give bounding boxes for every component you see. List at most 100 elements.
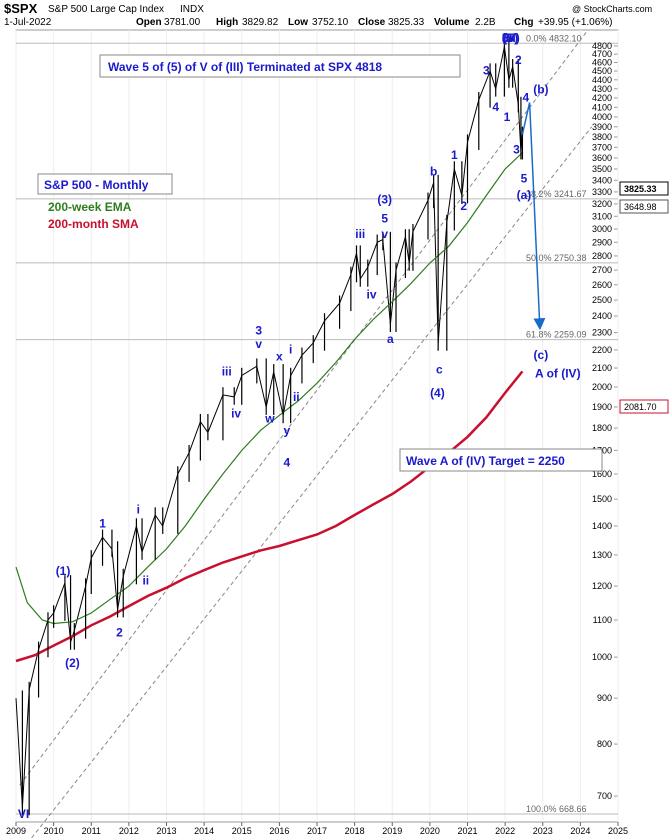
wave-label: 2 xyxy=(460,199,467,213)
y-tick-label: 2100 xyxy=(592,363,612,373)
wave-label: (c) xyxy=(534,348,549,362)
y-tick-label: 1600 xyxy=(592,469,612,479)
open-value: 3781.00 xyxy=(164,17,201,28)
exchange: INDX xyxy=(180,4,204,15)
svg-text:3825.33: 3825.33 xyxy=(624,184,657,194)
x-tick-label: 2016 xyxy=(269,826,289,836)
y-tick-label: 2300 xyxy=(592,328,612,338)
legend-sma: 200-month SMA xyxy=(48,217,139,231)
y-tick-label: 4400 xyxy=(592,75,612,85)
svg-text:2081.70: 2081.70 xyxy=(624,402,657,412)
fib-label: 50.0% 2750.38 xyxy=(526,253,587,263)
series-group xyxy=(15,39,524,816)
close-label: Close xyxy=(358,17,386,28)
volume-value: 2.2B xyxy=(475,17,496,28)
x-tick-label: 2011 xyxy=(82,826,101,836)
x-tick-label: 2018 xyxy=(345,826,365,836)
top-annotation-text: Wave 5 of (5) of V of (III) Terminated a… xyxy=(108,60,382,74)
ema-series-line xyxy=(15,152,523,625)
wave-label: (4) xyxy=(430,386,445,400)
x-tick-label: 2010 xyxy=(44,826,64,836)
wave-label: b xyxy=(430,165,437,179)
high-value: 3829.82 xyxy=(242,17,279,28)
y-tick-label: 2900 xyxy=(592,237,612,247)
fib-levels: 0.0% 4832.10 38.2% 3241.67 50.0% 2750.38 61… xyxy=(16,33,618,815)
x-axis: 2009 2010 2011 2012 2013 2014 2015 2016 2017 2018… xyxy=(6,822,628,836)
y-tick-label: 900 xyxy=(597,693,612,703)
svg-text:3648.98: 3648.98 xyxy=(624,202,657,212)
y-tick-label: 4500 xyxy=(592,66,612,76)
y-tick-label: 3700 xyxy=(592,142,612,152)
wave-label: iv xyxy=(231,406,241,420)
target-annotation-text: Wave A of (IV) Target = 2250 xyxy=(406,454,565,468)
fib-label: 38.2% 3241.67 xyxy=(526,189,587,199)
y-tick-label: 4700 xyxy=(592,49,612,59)
wave-label: (3) xyxy=(377,192,392,206)
y-tick-label: 3100 xyxy=(592,211,612,221)
wave-label: v xyxy=(381,227,388,241)
y-tick-label: 1900 xyxy=(592,402,612,412)
projection-path xyxy=(521,102,546,331)
price-tag-sma: 2081.70 xyxy=(619,399,669,414)
wave-label: 5 xyxy=(502,31,509,45)
projection-line xyxy=(521,102,546,331)
y-tick-label: 2200 xyxy=(592,345,612,355)
wave-label: 5 xyxy=(521,172,528,186)
low-label: Low xyxy=(288,17,308,28)
y-tick-label: 3900 xyxy=(592,122,612,132)
chg-label: Chg xyxy=(514,17,533,28)
x-tick-label: 2012 xyxy=(119,826,139,836)
y-tick-label: 3400 xyxy=(592,175,612,185)
wave-label: (2) xyxy=(65,656,80,670)
y-tick-label: 1300 xyxy=(592,550,612,560)
wave-label: A of (IV) xyxy=(535,366,581,380)
y-tick-label: 800 xyxy=(597,739,612,749)
wave-label: 4 xyxy=(284,456,291,470)
y-tick-label: 1500 xyxy=(592,494,612,504)
symbol: $SPX xyxy=(4,1,38,16)
wave-label: x xyxy=(276,350,283,364)
wave-label: 1 xyxy=(504,110,511,124)
open-label: Open xyxy=(136,17,162,28)
y-tick-label: 1000 xyxy=(592,652,612,662)
y-tick-label: 4600 xyxy=(592,57,612,67)
x-tick-label: 2022 xyxy=(495,826,515,836)
y-tick-label: 3500 xyxy=(592,164,612,174)
y-tick-label: 2500 xyxy=(592,295,612,305)
wave-label: (5) xyxy=(503,31,518,45)
wave-label: iii xyxy=(222,365,232,379)
wave-label: 2 xyxy=(515,53,522,67)
y-tick-label: 4200 xyxy=(592,93,612,103)
price-series-line xyxy=(15,46,523,808)
y-tick-label: 700 xyxy=(597,791,612,801)
wave-label: ii xyxy=(293,390,300,404)
x-tick-label: 2024 xyxy=(570,826,590,836)
y-tick-label: 2400 xyxy=(592,311,612,321)
price-tag-close: 3825.33 xyxy=(619,181,669,196)
volume-label: Volume xyxy=(434,17,470,28)
wave-label: v xyxy=(255,337,262,351)
wave-label: 1 xyxy=(99,516,106,530)
wave-labels: VI(1)(2)12iiiiiiiv3vwxiiiy4iiiiv(3)5vabc… xyxy=(18,31,581,821)
chg-value: +39.95 (+1.06%) xyxy=(538,17,613,28)
y-tick-label: 3800 xyxy=(592,132,612,142)
y-axis: 7008009001000110012001300140015001600170… xyxy=(592,41,612,801)
x-tick-label: 2023 xyxy=(533,826,553,836)
wave-label: 3 xyxy=(513,143,520,157)
wave-label: (III) xyxy=(502,31,520,45)
wave-label: i xyxy=(289,342,292,356)
price-tag-ema: 3648.98 xyxy=(619,199,669,214)
wave-label: 1 xyxy=(451,148,458,162)
x-tick-label: 2009 xyxy=(6,826,26,836)
legend-title: S&P 500 - Monthly xyxy=(44,178,149,192)
x-tick-label: 2015 xyxy=(232,826,252,836)
x-tick-label: 2025 xyxy=(608,826,628,836)
y-tick-label: 4800 xyxy=(592,41,612,51)
wave-label: 3 xyxy=(255,323,262,337)
x-tick-label: 2014 xyxy=(194,826,214,836)
y-tick-label: 1100 xyxy=(593,615,612,625)
y-tick-label: 2600 xyxy=(592,280,612,290)
high-label: High xyxy=(216,17,238,28)
channel-line xyxy=(19,29,589,786)
fib-label: 61.8% 2259.09 xyxy=(526,330,587,340)
